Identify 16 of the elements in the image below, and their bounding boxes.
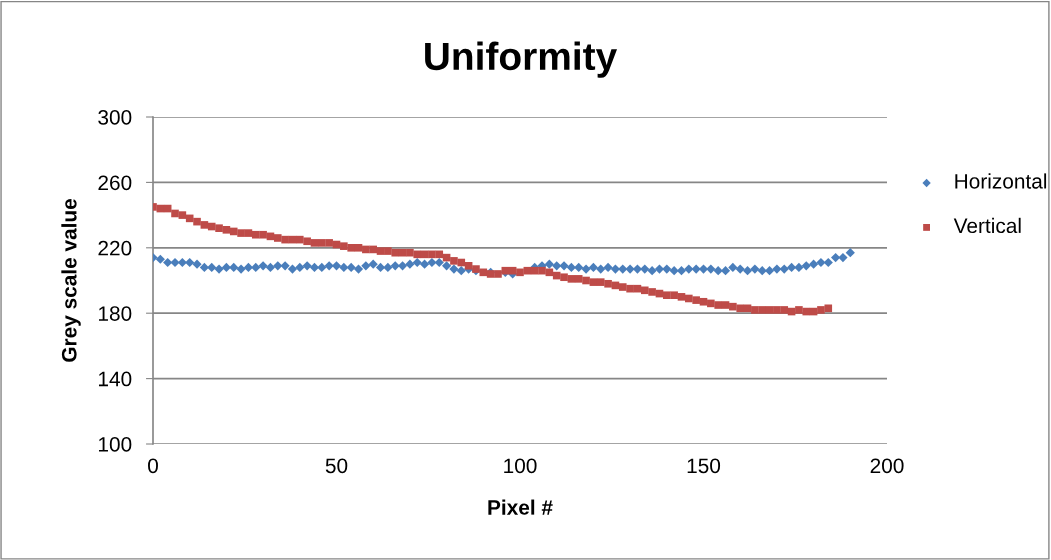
legend-label: Horizontal [955,173,1047,189]
y-tick-label: 300 [98,110,132,125]
y-tick-label: 180 [99,306,132,321]
x-tick-label: 0 [148,458,158,474]
chart-title: Uniformity [425,41,618,78]
x-tick-label: 50 [325,458,348,474]
y-tick-label: 140 [99,371,132,387]
x-tick-label: 100 [504,458,537,474]
y-tick-label: 260 [98,175,132,191]
x-tick-label: 150 [687,458,721,474]
y-axis-title: Grey scale value [61,198,81,362]
x-axis-title: Pixel # [488,499,553,515]
x-tick-label: 200 [870,458,904,474]
y-tick-label: 220 [98,240,132,256]
y-tick-label: 100 [99,437,132,452]
legend-label: Vertical [953,217,1021,234]
